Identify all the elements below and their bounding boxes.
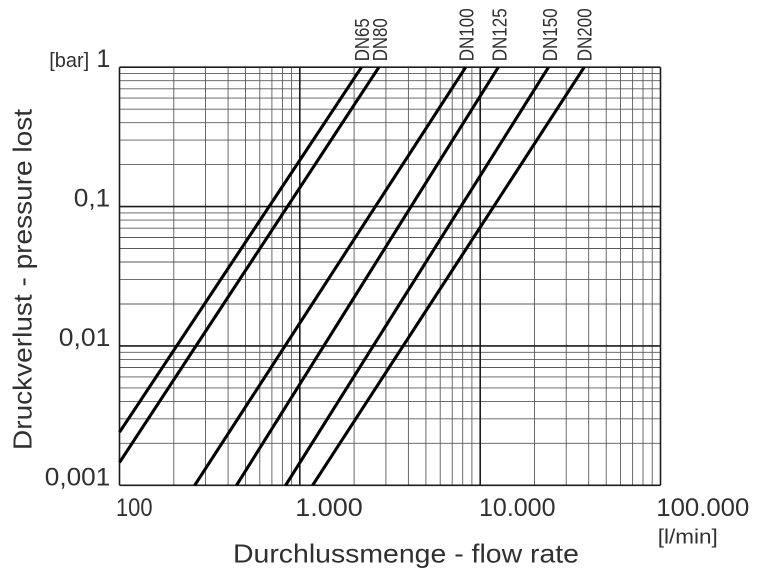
svg-text:[l/min]: [l/min] bbox=[658, 527, 718, 549]
svg-text:100.000: 100.000 bbox=[656, 494, 749, 522]
svg-text:0,01: 0,01 bbox=[59, 324, 111, 352]
svg-text:1: 1 bbox=[96, 45, 110, 73]
svg-text:1.000: 1.000 bbox=[295, 494, 363, 522]
svg-text:DN200: DN200 bbox=[574, 8, 596, 61]
svg-text:DN100: DN100 bbox=[457, 8, 479, 61]
svg-text:0,001: 0,001 bbox=[45, 463, 111, 491]
svg-text:DN150: DN150 bbox=[540, 8, 562, 61]
svg-text:Durchlussmenge - flow rate: Durchlussmenge - flow rate bbox=[233, 539, 579, 569]
svg-text:100: 100 bbox=[116, 494, 153, 522]
svg-text:10.000: 10.000 bbox=[479, 494, 556, 522]
svg-text:[bar]: [bar] bbox=[49, 50, 89, 72]
svg-text:0,1: 0,1 bbox=[74, 184, 111, 212]
svg-text:Druckverlust - pressure lost: Druckverlust - pressure lost bbox=[8, 108, 38, 450]
svg-text:DN125: DN125 bbox=[489, 8, 511, 61]
svg-text:DN65: DN65 bbox=[352, 18, 374, 61]
svg-text:DN80: DN80 bbox=[370, 18, 392, 61]
